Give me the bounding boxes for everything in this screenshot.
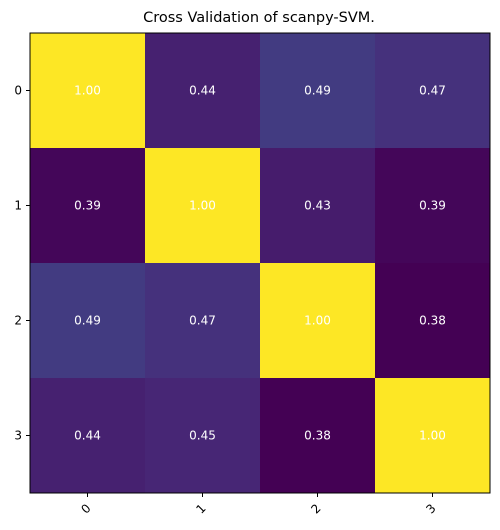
y-tick-label-0: 0 xyxy=(14,84,22,98)
x-tick-label-3: 3 xyxy=(423,501,438,516)
cell-value-r3-c2: 0.38 xyxy=(304,429,331,443)
x-tick-label-1: 1 xyxy=(193,501,208,516)
heatmap-cell-r3-c1 xyxy=(145,378,261,494)
heatmap-cell-r0-c0 xyxy=(30,33,146,149)
cell-value-r3-c0: 0.44 xyxy=(74,429,101,443)
cell-value-r3-c3: 1.00 xyxy=(419,429,446,443)
x-axis-ticks: 0 1 2 3 xyxy=(78,493,439,517)
heatmap-cell-r3-c0 xyxy=(30,378,146,494)
heatmap-cell-r0-c3 xyxy=(375,33,491,149)
heatmap-cell-r3-c2 xyxy=(260,378,376,494)
heatmap-cell-r0-c2 xyxy=(260,33,376,149)
heatmap-cells xyxy=(30,33,491,494)
heatmap-cell-r1-c1 xyxy=(145,148,261,264)
x-tick-label-2: 2 xyxy=(308,501,323,516)
heatmap-cell-r2-c3 xyxy=(375,263,491,379)
y-tick-label-2: 2 xyxy=(14,314,22,328)
cell-value-r0-c0: 1.00 xyxy=(74,84,101,98)
heatmap-cell-r1-c2 xyxy=(260,148,376,264)
heatmap-cell-r1-c3 xyxy=(375,148,491,264)
cell-value-r0-c2: 0.49 xyxy=(304,84,331,98)
y-tick-label-1: 1 xyxy=(14,199,22,213)
cell-value-r1-c0: 0.39 xyxy=(74,199,101,213)
y-axis-ticks: 0 1 2 3 xyxy=(14,84,30,443)
heatmap-cell-r2-c0 xyxy=(30,263,146,379)
heatmap-cell-r3-c3 xyxy=(375,378,491,494)
cell-value-r2-c3: 0.38 xyxy=(419,314,446,328)
cell-value-r1-c1: 1.00 xyxy=(189,199,216,213)
cell-value-r2-c0: 0.49 xyxy=(74,314,101,328)
y-tick-label-3: 3 xyxy=(14,429,22,443)
plot-frame xyxy=(29,32,491,494)
cell-value-r0-c1: 0.44 xyxy=(189,84,216,98)
cell-value-r1-c3: 0.39 xyxy=(419,199,446,213)
cell-value-r1-c2: 0.43 xyxy=(304,199,331,213)
cell-value-r3-c1: 0.45 xyxy=(189,429,216,443)
heatmap-cell-r2-c1 xyxy=(145,263,261,379)
heatmap-cell-r2-c2 xyxy=(260,263,376,379)
cell-value-r2-c1: 0.47 xyxy=(189,314,216,328)
x-tick-label-0: 0 xyxy=(78,501,93,516)
cell-value-r2-c2: 1.00 xyxy=(304,314,331,328)
heatmap-cell-r0-c1 xyxy=(145,33,261,149)
cell-value-r0-c3: 0.47 xyxy=(419,84,446,98)
heatmap-cell-r1-c0 xyxy=(30,148,146,264)
chart-title: Cross Validation of scanpy-SVM. xyxy=(143,10,375,26)
cell-value-labels: 1.00 0.44 0.49 0.47 0.39 1.00 0.43 0.39 0.49 0.47… xyxy=(74,84,446,443)
